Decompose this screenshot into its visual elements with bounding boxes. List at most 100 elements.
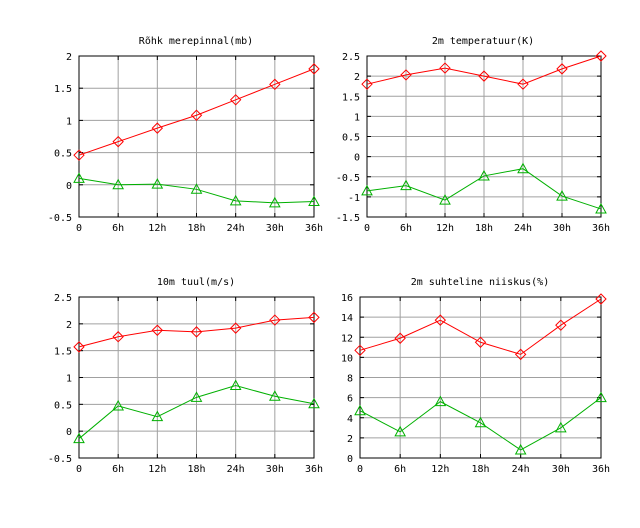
y-tick-label: 2 (66, 320, 72, 331)
data-point-triangle (308, 195, 320, 207)
data-point-diamond (595, 293, 607, 305)
data-point-triangle (73, 172, 85, 183)
x-tick-label: 24h (227, 464, 245, 475)
data-point-diamond (361, 78, 373, 90)
x-tick-label: 0 (364, 223, 370, 234)
y-tick-label: 0.5 (54, 149, 72, 160)
gridlines (79, 297, 314, 458)
series-line (78, 316, 315, 348)
y-tick-label: 10 (341, 353, 353, 364)
data-point-triangle (400, 179, 412, 191)
x-tick-label: 36h (305, 223, 323, 234)
y-tick-label: 2.5 (342, 52, 360, 63)
data-point-diamond (151, 324, 164, 336)
data-point-diamond (354, 344, 366, 357)
data-point-triangle (112, 178, 125, 190)
data-point-triangle (268, 196, 281, 208)
series-line (366, 168, 602, 210)
y-tick-label: 1 (66, 374, 72, 385)
y-tick-label: 4 (347, 414, 353, 425)
data-point-diamond (73, 341, 85, 353)
data-point-triangle (474, 416, 487, 428)
data-point-triangle (112, 399, 125, 411)
x-tick-label: 30h (266, 464, 284, 475)
data-point-diamond (400, 69, 412, 81)
data-point-diamond (229, 322, 242, 334)
y-tick-label: 2 (354, 72, 360, 83)
series-green (73, 172, 320, 208)
y-tick-label: 0 (354, 153, 360, 164)
data-point-diamond (478, 70, 490, 82)
data-point-diamond (112, 331, 124, 343)
series-red (354, 293, 607, 361)
data-point-triangle (595, 391, 607, 403)
x-tick-label: 6h (112, 223, 124, 234)
data-point-diamond (556, 63, 568, 75)
data-point-triangle (151, 178, 164, 189)
series-line (359, 397, 602, 451)
y-tick-label: 16 (341, 293, 353, 304)
data-point-diamond (394, 332, 406, 344)
data-point-triangle (434, 395, 447, 407)
series-red (73, 311, 320, 353)
y-tick-label: 2 (66, 52, 72, 63)
data-point-triangle (354, 404, 366, 416)
data-point-diamond (308, 63, 320, 75)
y-tick-label: 0.5 (54, 400, 72, 411)
data-point-diamond (269, 314, 281, 326)
x-tick-label: 30h (553, 223, 571, 234)
data-point-diamond (151, 122, 164, 134)
chart-panel-2: 10m tuul(m/s) 0 6h 12h 18h 24h 30h 36h -0.5 0 0.5 1… (48, 277, 323, 475)
y-tick-label: 14 (341, 313, 353, 324)
x-tick-label: 24h (512, 464, 530, 475)
chart-panel-0: Rõhk merepinnal(mb) 0 6h 12h 18h 24h 30h 36h -0.… (48, 36, 323, 234)
data-point-triangle (394, 425, 407, 437)
x-tick-label: 6h (394, 464, 406, 475)
data-point-triangle (229, 194, 242, 206)
x-tick-label: 18h (187, 223, 205, 234)
y-tick-label: 12 (341, 333, 353, 344)
x-tick-label: 12h (148, 223, 166, 234)
chart-title: 2m suhteline niiskus(%) (411, 277, 549, 288)
x-tick-label: 12h (431, 464, 449, 475)
data-point-triangle (190, 183, 203, 194)
series-line (359, 298, 602, 355)
chart-title: 10m tuul(m/s) (157, 277, 235, 288)
data-point-triangle (439, 194, 451, 205)
data-point-triangle (190, 391, 203, 402)
series-red (73, 63, 320, 161)
y-tick-label: 0 (66, 181, 72, 192)
y-tick-label: -0.5 (336, 173, 360, 184)
y-tick-label: 0 (66, 427, 72, 438)
data-point-triangle (556, 190, 568, 201)
chart-title: Rõhk merepinnal(mb) (139, 36, 253, 47)
data-point-diamond (190, 109, 203, 121)
series-line (78, 385, 315, 440)
data-point-triangle (73, 432, 85, 444)
x-tick-label: 0 (357, 464, 363, 475)
x-tick-label: 30h (266, 223, 284, 234)
x-tick-label: 36h (592, 223, 610, 234)
chart-panel-3: 2m suhteline niiskus(%) 0 6h 12h 18h 24h 30h 36… (341, 277, 610, 475)
data-point-diamond (517, 78, 529, 90)
x-tick-label: 18h (471, 464, 489, 475)
x-tick-label: 0 (76, 464, 82, 475)
series-line (78, 177, 315, 204)
y-tick-label: 2 (347, 434, 353, 445)
data-point-diamond (73, 149, 85, 161)
x-tick-label: 18h (187, 464, 205, 475)
series-green (354, 391, 607, 455)
data-point-triangle (478, 169, 490, 181)
data-point-triangle (554, 421, 567, 433)
series-red (361, 50, 607, 90)
data-point-diamond (434, 314, 447, 326)
x-tick-label: 0 (76, 223, 82, 234)
data-point-triangle (308, 397, 320, 409)
y-tick-label: 1.5 (54, 347, 72, 358)
data-point-triangle (229, 379, 242, 391)
y-tick-label: 0.5 (342, 133, 360, 144)
series-green (361, 162, 607, 214)
y-tick-label: 1.5 (54, 84, 72, 95)
chart-title: 2m temperatuur(K) (432, 36, 534, 47)
